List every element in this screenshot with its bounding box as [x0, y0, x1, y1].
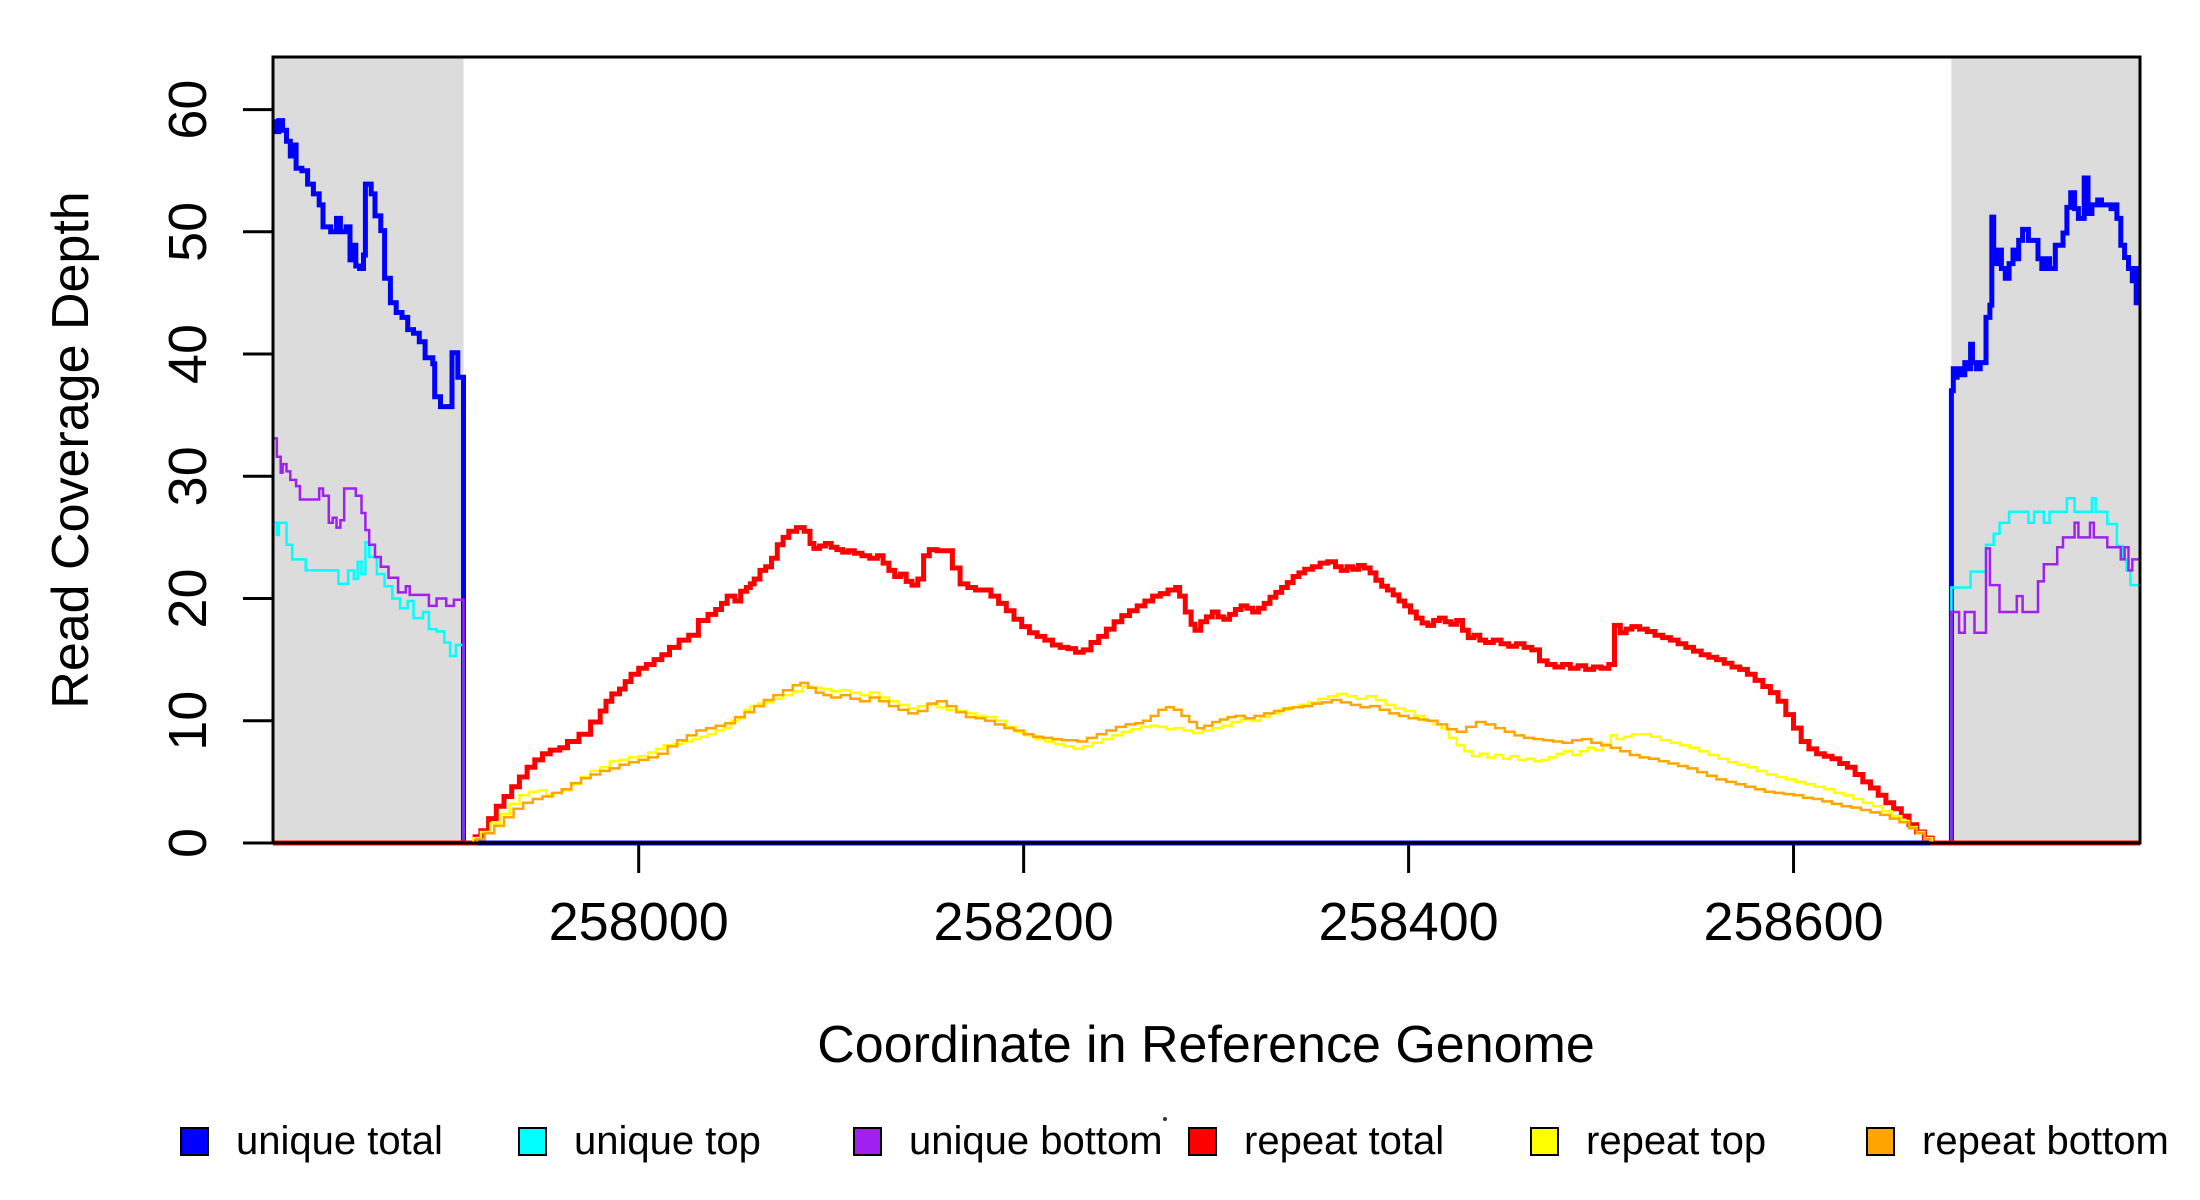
x-tick-label-258000: 258000 [549, 892, 729, 952]
y-tick-label-40: 40 [158, 324, 218, 384]
legend-item-repeat-total: repeat total [1188, 1121, 1444, 1161]
legend-swatch-repeat-total [1188, 1126, 1217, 1156]
plot-box [271, 55, 2142, 845]
series-line-repeat-bottom [273, 681, 2140, 845]
legend-label-unique-total: unique total [236, 1119, 443, 1163]
shaded-region-0 [273, 57, 464, 843]
y-tick-label-30: 30 [158, 446, 218, 506]
y-tick-label-50: 50 [158, 202, 218, 262]
legend-item-repeat-top: repeat top [1530, 1121, 1766, 1161]
y-tick-label-60: 60 [158, 80, 218, 140]
legend-label-repeat-total: repeat total [1244, 1119, 1445, 1163]
legend-swatch-repeat-top [1530, 1126, 1559, 1156]
x-tick-label-258400: 258400 [1318, 892, 1498, 952]
legend-item-unique-total: unique total [180, 1121, 443, 1161]
y-axis-title: Read Coverage Depth [42, 191, 100, 708]
series-line-unique-total [273, 118, 2140, 846]
y-tick-label-20: 20 [158, 568, 218, 628]
x-tick-label-258600: 258600 [1703, 892, 1883, 952]
legend-item-repeat-bottom: repeat bottom [1866, 1121, 2169, 1161]
legend-item-unique-top: unique top [518, 1121, 761, 1161]
y-tick-label-10: 10 [158, 691, 218, 751]
shaded-region-1 [1951, 57, 2140, 843]
series-line-repeat-top [273, 685, 2140, 845]
legend-label-unique-top: unique top [574, 1119, 761, 1163]
legend-swatch-unique-bottom [853, 1126, 882, 1156]
series-line-repeat-total [273, 525, 2140, 846]
stray-dot [1163, 1117, 1167, 1121]
x-axis-title: Coordinate in Reference Genome [817, 1016, 1595, 1074]
legend-swatch-unique-top [518, 1126, 547, 1156]
legend-swatch-repeat-bottom [1866, 1126, 1895, 1156]
series-group [273, 118, 2140, 846]
legend-label-repeat-top: repeat top [1586, 1119, 1767, 1163]
legend-item-unique-bottom: unique bottom [853, 1121, 1163, 1161]
legend-label-unique-bottom: unique bottom [909, 1119, 1163, 1163]
y-tick-label-0: 0 [158, 828, 218, 858]
legend-swatch-unique-total [180, 1126, 209, 1156]
series-line-unique-bottom [273, 437, 2140, 845]
legend-label-repeat-bottom: repeat bottom [1922, 1119, 2169, 1163]
series-line-unique-top [273, 497, 2140, 845]
x-tick-label-258200: 258200 [934, 892, 1114, 952]
